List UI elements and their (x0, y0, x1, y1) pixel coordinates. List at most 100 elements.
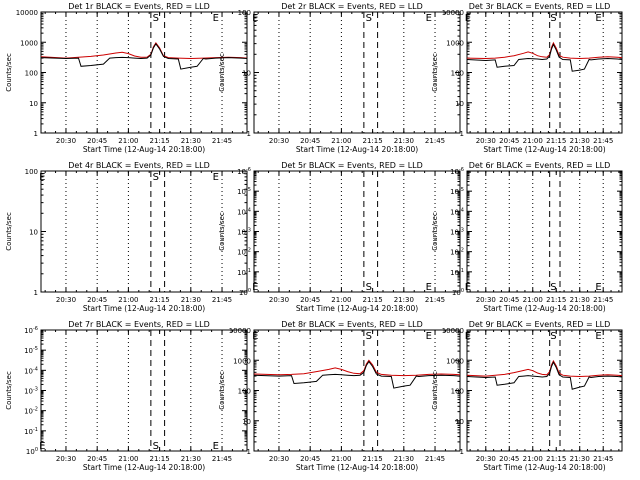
x-axis-label: Start Time (12-Aug-14 20:18:00) (483, 463, 605, 472)
y-tick-label: 10-4 (237, 207, 251, 216)
x-axis-label: Start Time (12-Aug-14 20:18:00) (296, 304, 418, 313)
marker-S: S (153, 13, 159, 24)
marker-E: E (465, 331, 471, 342)
marker-S: S (550, 282, 556, 293)
y-tick-label: 10000 (229, 327, 251, 335)
x-tick-label: 20:30 (269, 137, 289, 145)
x-tick-label: 21:30 (570, 296, 590, 304)
y-tick-label: 100 (451, 70, 464, 78)
x-tick-label: 20:30 (476, 137, 496, 145)
plot-frame (40, 329, 248, 452)
marker-E: E (426, 331, 432, 342)
x-tick-label: 21:15 (363, 137, 383, 145)
x-axis-label: Start Time (12-Aug-14 20:18:00) (83, 145, 205, 154)
y-tick-label: 10-4 (450, 207, 464, 216)
marker-S: S (153, 441, 159, 452)
x-tick-label: 21:45 (425, 296, 445, 304)
x-axis-label: Start Time (12-Aug-14 20:18:00) (483, 145, 605, 154)
y-tick-label: 10-6 (24, 326, 38, 335)
y-tick-label: 100 (26, 447, 38, 456)
x-tick-label: 21:15 (363, 296, 383, 304)
x-tick-label: 21:00 (523, 137, 543, 145)
plot-frame (466, 329, 623, 452)
y-tick-label: 10000 (16, 9, 38, 17)
x-tick-label: 21:15 (546, 455, 566, 463)
y-tick-label: 10-3 (450, 228, 464, 237)
x-tick-label: 21:00 (118, 455, 138, 463)
y-tick-label: 100 (451, 388, 464, 396)
y-axis-label: Counts/sec (431, 212, 439, 251)
x-tick-label: 21:00 (523, 455, 543, 463)
marker-E: E (252, 331, 258, 342)
y-tick-label: 10-3 (237, 228, 251, 237)
y-tick-label: 10-5 (450, 187, 464, 196)
y-tick-label: 1 (460, 448, 464, 456)
x-tick-label: 20:45 (300, 137, 320, 145)
marker-E: E (595, 282, 601, 293)
x-tick-label: 21:45 (425, 455, 445, 463)
x-tick-label: 21:00 (331, 296, 351, 304)
x-tick-label: 21:45 (212, 137, 232, 145)
panel-det-8r: Det 8r BLACK = Events, RED = LLD 1 10 100 10… (218, 320, 461, 472)
y-tick-label: 100 (239, 288, 251, 297)
panel-title: Det 6r BLACK = Events, RED = LLD (469, 161, 611, 170)
y-tick-label: 10 (455, 418, 464, 426)
y-tick-label: 100 (238, 9, 251, 17)
marker-S: S (366, 13, 372, 24)
marker-E: E (465, 282, 471, 293)
y-axis-label: Counts/sec (5, 53, 13, 92)
y-tick-label: 1 (460, 130, 464, 138)
panel-det-4r: Det 4r BLACK = Events, RED = LLD 1 10 100 Co… (5, 161, 248, 313)
panel-det-1r: Det 1r BLACK = Events, RED = LLD 1 10 100 10… (5, 2, 248, 154)
x-tick-label: 21:45 (212, 296, 232, 304)
plot-frame (40, 11, 248, 134)
x-tick-label: 21:15 (150, 137, 170, 145)
y-tick-label: 10-1 (450, 268, 464, 277)
x-tick-label: 21:30 (181, 455, 201, 463)
x-tick-label: 20:45 (499, 137, 519, 145)
panel-title: Det 5r BLACK = Events, RED = LLD (281, 161, 423, 170)
marker-E: E (595, 13, 601, 24)
x-tick-label: 21:00 (118, 137, 138, 145)
marker-S: S (366, 331, 372, 342)
x-tick-label: 21:30 (570, 455, 590, 463)
y-tick-label: 10-6 (450, 167, 464, 176)
x-axis-label: Start Time (12-Aug-14 20:18:00) (296, 463, 418, 472)
y-tick-label: 10-2 (450, 248, 464, 257)
y-tick-label: 10-2 (237, 248, 251, 257)
x-axis-label: Start Time (12-Aug-14 20:18:00) (83, 304, 205, 313)
panel-det-5r: Det 5r BLACK = Events, RED = LLD 100 10-1 1… (218, 161, 461, 313)
x-axis-label: Start Time (12-Aug-14 20:18:00) (83, 463, 205, 472)
y-axis-label: Counts/sec (431, 53, 439, 92)
marker-E: E (465, 13, 471, 24)
marker-E: E (252, 282, 258, 293)
x-tick-label: 20:30 (269, 296, 289, 304)
panel-title: Det 2r BLACK = Events, RED = LLD (281, 2, 423, 11)
x-tick-label: 21:15 (363, 455, 383, 463)
marker-S: S (550, 13, 556, 24)
x-tick-label: 20:45 (87, 296, 107, 304)
x-tick-label: 20:45 (300, 296, 320, 304)
plot-frame (466, 11, 623, 134)
events-series-line (466, 43, 623, 72)
events-series-line (40, 43, 248, 70)
panel-title: Det 7r BLACK = Events, RED = LLD (68, 320, 210, 329)
x-tick-label: 21:30 (394, 455, 414, 463)
x-tick-label: 21:30 (394, 137, 414, 145)
lld-series-line (40, 42, 248, 60)
plot-frame (466, 170, 623, 293)
y-tick-label: 10-1 (237, 268, 251, 277)
panel-title: Det 4r BLACK = Events, RED = LLD (68, 161, 210, 170)
marker-E: E (213, 441, 219, 452)
x-tick-label: 20:45 (300, 455, 320, 463)
y-tick-label: 1 (34, 289, 38, 297)
y-tick-label: 10-3 (24, 387, 38, 396)
x-tick-label: 21:45 (593, 455, 613, 463)
x-tick-label: 20:30 (56, 296, 76, 304)
y-tick-label: 10000 (442, 327, 464, 335)
marker-S: S (550, 331, 556, 342)
events-series-line (466, 361, 623, 390)
marker-E: E (595, 331, 601, 342)
panel-det-7r: Det 7r BLACK = Events, RED = LLD 100 10-1 1… (5, 320, 248, 472)
